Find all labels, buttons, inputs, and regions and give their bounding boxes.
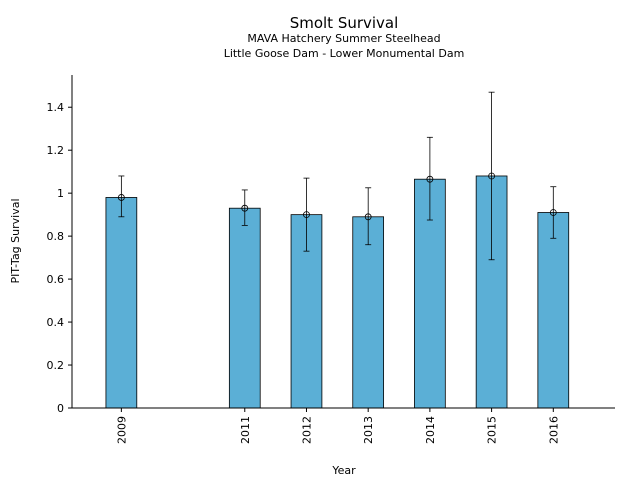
point-marker-2011 [241,204,249,212]
point-marker-2009 [117,194,125,201]
point-marker-2012 [303,211,310,219]
point-marker-2015 [488,172,495,180]
x-tick-label-2013: 2013 [362,416,375,444]
y-tick-label: 0.6 [47,273,65,286]
point-marker-2016 [549,209,557,216]
x-axis-label: Year [331,464,356,477]
x-tick-label-2012: 2012 [300,416,313,444]
y-axis-label: PIT-Tag Survival [9,198,22,283]
y-tick-label: 1.2 [47,144,65,157]
x-tick-label-2014: 2014 [424,416,437,444]
chart-title: Smolt Survival [290,14,399,32]
point-marker-2014 [426,175,434,183]
y-tick-label: 1.4 [47,101,65,114]
bar-2009 [105,197,138,409]
error-bars-layer [117,91,557,261]
x-ticks-layer: 2009 2011 2012 2013 2014 2015 2016 [115,408,560,444]
x-tick-label-2016: 2016 [547,416,560,444]
bar-2013 [352,216,385,409]
point-marker-2013 [364,213,372,221]
x-tick-label-2015: 2015 [486,416,499,444]
chart-subtitle-line-2: Little Goose Dam - Lower Monumental Dam [224,47,465,60]
chart-subtitle-line-1: MAVA Hatchery Summer Steelhead [247,32,440,45]
bars-layer [105,175,570,409]
x-tick-label-2011: 2011 [239,416,252,444]
bar-2011 [228,207,261,409]
y-tick-label: 0.4 [47,316,65,329]
x-tick-label-2009: 2009 [115,416,128,444]
y-tick-label: 0.8 [47,230,65,243]
bar-2016 [537,212,570,409]
y-tick-label: 0 [57,402,64,415]
y-tick-label: 0.2 [47,359,65,372]
y-ticks-layer: 0 0.2 0.4 0.6 0.8 1 1.2 1.4 [47,101,72,415]
y-tick-label: 1 [57,187,64,200]
